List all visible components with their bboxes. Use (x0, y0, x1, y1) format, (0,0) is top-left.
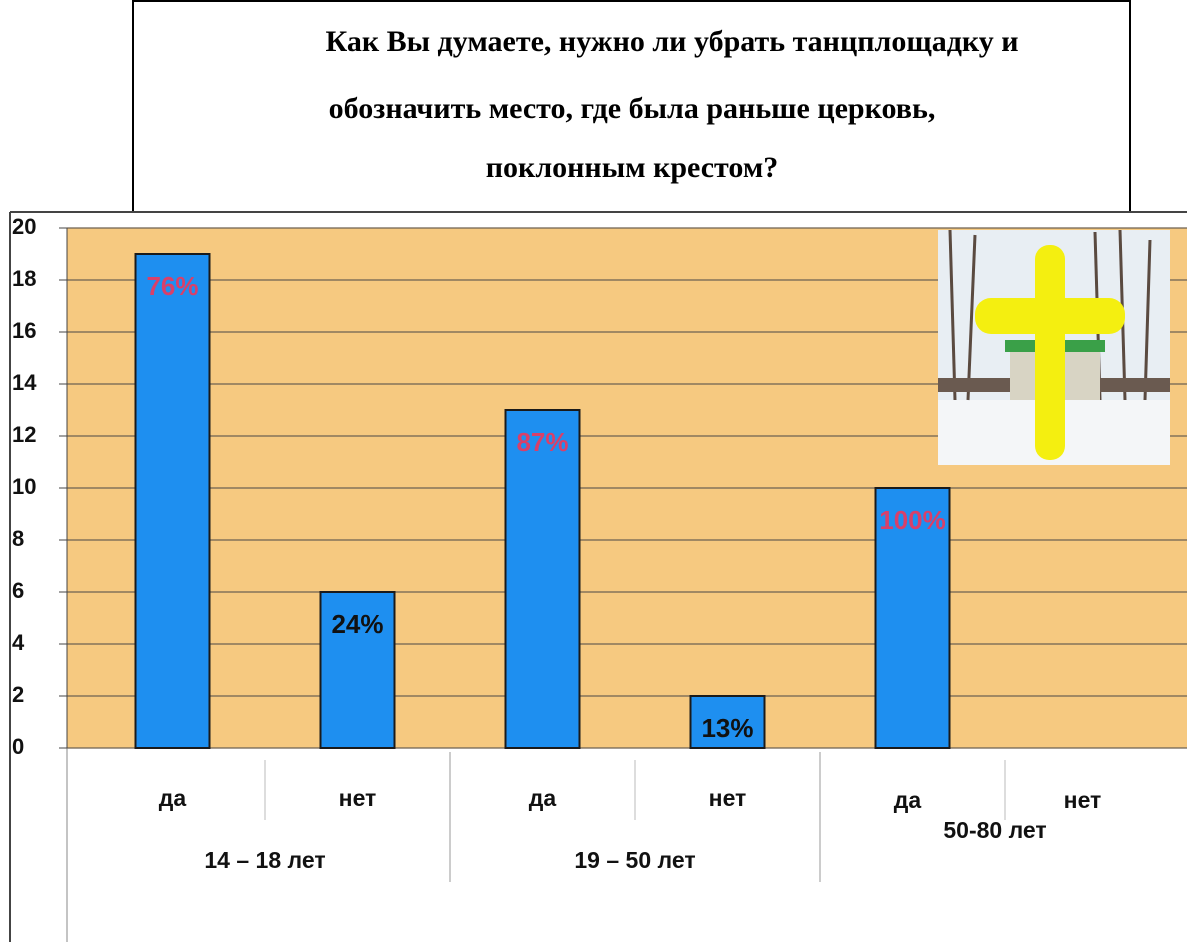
y-tick-label: 2 (12, 682, 24, 707)
y-tick-label: 8 (12, 526, 24, 551)
x-tick-label: да (159, 785, 187, 811)
chart-title: поклонным крестом? (486, 151, 779, 184)
value-label: 100% (879, 505, 946, 535)
y-tick-label: 6 (12, 578, 24, 603)
value-label: 76% (146, 271, 198, 301)
group-label: 19 – 50 лет (574, 847, 695, 873)
inset-photo (938, 230, 1170, 465)
y-tick-label: 0 (12, 734, 24, 759)
y-tick-label: 16 (12, 318, 36, 343)
y-tick-label: 18 (12, 266, 36, 291)
x-tick-label: нет (339, 785, 377, 811)
x-tick-label: нет (709, 785, 747, 811)
chart: Как Вы думаете, нужно ли убрать танцплощ… (0, 0, 1187, 942)
chart-title: Как Вы думаете, нужно ли убрать танцплощ… (325, 25, 1018, 58)
x-tick-label: да (529, 785, 557, 811)
bar (506, 410, 580, 748)
y-tick-label: 12 (12, 422, 36, 447)
group-label: 50-80 лет (943, 817, 1046, 843)
bar (136, 254, 210, 748)
y-tick-label: 20 (12, 214, 36, 239)
group-label: 14 – 18 лет (204, 847, 325, 873)
chart-title: обозначить место, где была раньше церков… (329, 92, 936, 125)
value-label: 13% (701, 713, 753, 743)
y-tick-label: 10 (12, 474, 36, 499)
y-tick-label: 14 (12, 370, 37, 395)
value-label: 24% (331, 609, 383, 639)
y-tick-label: 4 (12, 630, 25, 655)
value-label: 87% (516, 427, 568, 457)
x-tick-label: нет (1064, 787, 1102, 813)
x-tick-label: да (894, 787, 922, 813)
